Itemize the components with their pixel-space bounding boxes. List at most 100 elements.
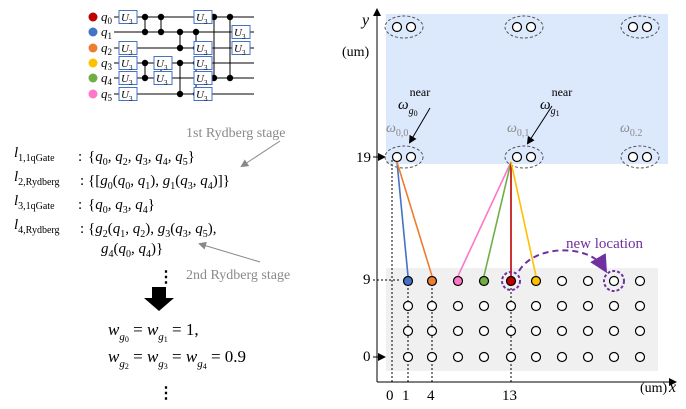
storage-site (452, 351, 464, 363)
architecture-layout: y (um) (um) x 19 9 0 0 1 4 13 ωg0near ωg… (342, 8, 677, 404)
storage-site (582, 351, 594, 363)
u3-gate: U3 (193, 71, 213, 87)
storage-site (478, 275, 490, 287)
storage-site (608, 300, 620, 312)
y-tick-0: 0 (363, 349, 371, 365)
storage-site (582, 300, 594, 312)
y-tick-19: 19 (356, 150, 371, 166)
storage-site (452, 300, 464, 312)
storage-site (556, 351, 568, 363)
storage-site (582, 275, 594, 287)
schedule-content-5: g4(q0, q4)} (101, 241, 163, 260)
qubit-dot-q0 (88, 12, 98, 22)
qubit-dot-q2 (88, 43, 98, 53)
down-arrow-icon (144, 287, 174, 311)
qubit-dot-q1 (88, 27, 98, 37)
rydberg-site-pair (620, 145, 660, 169)
quantum-circuit: q0 q1 q2 q3 q4 q5 (88, 9, 254, 103)
storage-site (478, 351, 490, 363)
weights-line-1: wg0 = wg1 = 1, (108, 320, 199, 344)
svg-text:U3: U3 (156, 58, 168, 72)
x-tick-4: 4 (427, 388, 435, 404)
svg-text:U3: U3 (234, 27, 246, 41)
rydberg-site-pair (384, 15, 424, 39)
qubit-dot-q5 (88, 89, 98, 99)
storage-site (608, 325, 620, 337)
movement-lines (396, 161, 537, 277)
u3-gate: U3 (153, 71, 173, 87)
svg-text:U3: U3 (121, 58, 133, 72)
u3-gate: U3 (231, 41, 251, 57)
storage-site (608, 275, 620, 287)
u3-gate: U3 (153, 56, 173, 72)
storage-site (452, 325, 464, 337)
storage-site (505, 300, 517, 312)
annotation-second-stage: 2nd Rydberg stage (186, 268, 290, 283)
y-axis-unit: (um) (342, 45, 370, 60)
storage-site (478, 300, 490, 312)
u3-gate: U3 (118, 56, 138, 72)
qubit-label-q2: q2 (101, 40, 112, 57)
omega-label-00: ω0,0 (386, 121, 408, 139)
storage-site (530, 325, 542, 337)
storage-site (426, 325, 438, 337)
storage-site (402, 300, 414, 312)
storage-site (582, 325, 594, 337)
omega-near-0: ωg0near (398, 85, 430, 118)
y-ticks: 19 9 0 (356, 150, 371, 365)
omega-label-02: ω0.2 (620, 121, 642, 139)
storage-site (505, 351, 517, 363)
rydberg-site-pair (504, 15, 544, 39)
rydberg-site-pair (384, 145, 424, 169)
storage-site (530, 300, 542, 312)
schedule-content-3: {q0, q3, q4} (88, 197, 155, 216)
annotation-second-stage-arrow (198, 241, 261, 263)
omega-near-1: ωg1near (540, 85, 572, 118)
schedule-content-4: {g2(q1, q2), g3(q3, q5), (88, 221, 216, 240)
ellipsis-1: ⋮ (158, 269, 174, 286)
qubit-label-q3: q3 (101, 55, 113, 72)
u3-gate: U3 (118, 10, 138, 26)
storage-site (634, 300, 646, 312)
u3-gate: U3 (193, 56, 213, 72)
storage-site (634, 351, 646, 363)
svg-text:U3: U3 (196, 12, 208, 26)
storage-site (402, 275, 414, 287)
storage-site (478, 325, 490, 337)
ellipsis-2: ⋮ (158, 385, 174, 402)
schedule-label-4: l4,Rydberg (14, 217, 60, 236)
u3-gate: U3 (231, 25, 251, 41)
storage-site (556, 325, 568, 337)
storage-site (505, 325, 517, 337)
schedule-label-2: l2,Rydberg (14, 169, 60, 188)
annotation-first-stage-arrow (240, 140, 281, 168)
storage-site (402, 351, 414, 363)
qubit-dot-q4 (88, 73, 98, 83)
x-ticks: 0 1 4 13 (386, 388, 517, 404)
schedule-sep-4: : (80, 221, 84, 237)
qubit-label-q4: q4 (101, 70, 113, 87)
u3-gate: U3 (193, 41, 213, 57)
omega-labels: ωg0near ωg1near ω0,0 ω0,1 ω0.2 (386, 85, 642, 139)
schedule-content-2: {[g0(q0, q1), g1(q3, q4)]} (88, 173, 230, 192)
storage-site (530, 351, 542, 363)
svg-text:U3: U3 (196, 58, 208, 72)
storage-site (556, 300, 568, 312)
storage-site (402, 325, 414, 337)
y-tick-9: 9 (363, 272, 371, 288)
svg-text:U3: U3 (121, 89, 133, 103)
storage-site (426, 351, 438, 363)
storage-site (452, 275, 464, 287)
rydberg-sites (384, 15, 660, 169)
omega-near-1-arrow (526, 105, 553, 145)
svg-text:U3: U3 (121, 73, 133, 87)
schedule-sep-3: : (78, 197, 82, 213)
storage-site (426, 300, 438, 312)
schedule: l1,1qGate : {q0, q2, q3, q4, q5} l2,Rydb… (14, 126, 290, 402)
new-location-ring (603, 270, 625, 292)
rydberg-site-pair (504, 145, 544, 169)
x-tick-0: 0 (386, 388, 394, 404)
move-line (483, 161, 512, 277)
old-location-ring (501, 271, 521, 291)
